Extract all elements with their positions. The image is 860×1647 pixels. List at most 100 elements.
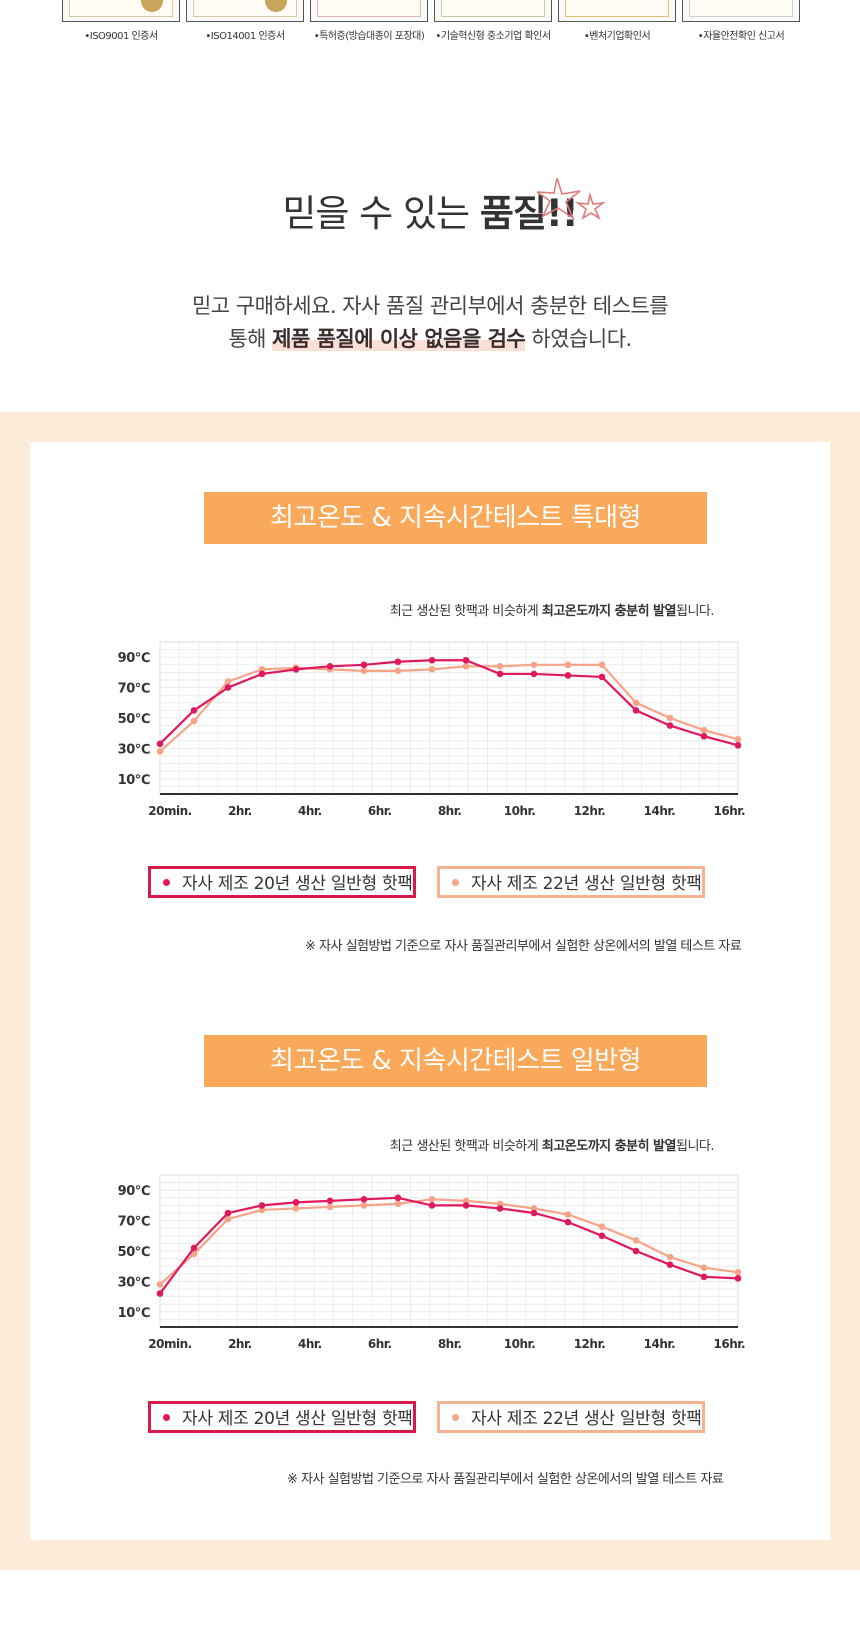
data-point	[394, 658, 402, 666]
data-point	[462, 663, 470, 670]
data-point	[734, 1275, 742, 1282]
y-tick-label: 50℃	[118, 712, 150, 727]
data-point	[360, 1196, 368, 1203]
y-tick-label: 30℃	[118, 742, 150, 757]
legend-dot-icon	[163, 878, 170, 886]
data-point	[700, 732, 708, 740]
quality-line-2-post: 하였습니다.	[525, 327, 632, 351]
data-point	[564, 661, 572, 669]
data-point	[258, 666, 266, 673]
y-tick-label: 90℃	[118, 651, 150, 666]
data-point	[190, 717, 198, 725]
data-point	[326, 1197, 334, 1205]
data-point	[292, 666, 300, 673]
data-point	[190, 707, 198, 714]
chart-2-legend-2020: 자사 제조 20년 생산 일반형 핫팩	[148, 1401, 416, 1433]
sparkle-stars-icon	[537, 178, 606, 221]
x-tick-label: 10hr.	[504, 804, 536, 818]
data-point	[598, 673, 606, 681]
y-tick-label: 70℃	[118, 682, 150, 697]
data-point	[292, 1199, 300, 1206]
x-tick-label: 6hr.	[368, 804, 392, 818]
quality-line-1: 믿고 구매하세요. 자사 품질 관리부에서 충분한 테스트를	[191, 294, 669, 318]
data-point	[156, 740, 164, 748]
data-point	[734, 742, 742, 749]
data-point	[326, 663, 334, 670]
data-point	[360, 1202, 368, 1209]
x-tick-label: 4hr.	[298, 804, 322, 818]
chart-1-footnote: ※ 자사 실험방법 기준으로 자사 품질관리부에서 실험한 상온에서의 발열 테…	[305, 939, 742, 954]
chart-2-title: 최고온도 & 지속시간테스트 일반형	[204, 1035, 707, 1087]
data-point	[326, 1203, 334, 1211]
chart-2-subtitle: 최근 생산된 핫팩과 비슷하게 최고온도까지 충분히 발열됩니다.	[390, 1135, 715, 1154]
chart-2-footnote: ※ 자사 실험방법 기준으로 자사 품질관리부에서 실험한 상온에서의 발열 테…	[287, 1472, 724, 1487]
data-point	[190, 1250, 198, 1258]
certificate-caption: •특허증(방습대종이 포장대)	[313, 31, 425, 42]
legend-dot-icon	[163, 1413, 170, 1421]
data-point	[156, 1281, 164, 1288]
x-tick-label: 8hr.	[438, 1337, 462, 1351]
x-tick-label: 4hr.	[298, 1337, 322, 1351]
data-point	[496, 663, 504, 670]
test-card: 최고온도 & 지속시간테스트 특대형 최근 생산된 핫팩과 비슷하게 최고온도까…	[30, 442, 830, 1540]
chart-2-legend-2022: 자사 제조 22년 생산 일반형 핫팩	[437, 1401, 705, 1433]
x-tick-label: 2hr.	[228, 804, 252, 818]
data-point	[666, 1253, 674, 1261]
chart-2-subtitle-post: 됩니다.	[675, 1139, 715, 1154]
x-tick-label: 20min.	[148, 1337, 191, 1351]
x-tick-label: 12hr.	[574, 1337, 606, 1351]
certificate-caption: •벤처기업확인서	[583, 31, 651, 42]
data-point	[734, 1268, 742, 1276]
x-tick-label: 2hr.	[228, 1337, 252, 1351]
series-line-2022	[159, 663, 739, 753]
data-point	[292, 1205, 300, 1212]
data-point	[530, 1209, 538, 1217]
chart-1-subtitle-bold: 최고온도까지 충분히 발열	[541, 604, 677, 619]
data-point	[530, 661, 538, 669]
data-point	[394, 1194, 402, 1202]
chart-1-subtitle: 최근 생산된 핫팩과 비슷하게 최고온도까지 충분히 발열됩니다.	[389, 600, 715, 619]
data-point	[598, 661, 606, 669]
data-point	[632, 1237, 640, 1244]
x-tick-label: 14hr.	[644, 804, 676, 818]
certificate-caption: •기술혁신형 중소기업 확인서	[435, 31, 551, 42]
legend-label: 자사 제조 20년 생산 일반형 핫팩	[182, 874, 413, 894]
quality-section: 믿을 수 있는 품질!!	[0, 190, 860, 238]
data-point	[496, 1200, 504, 1208]
x-tick-label: 8hr.	[438, 804, 462, 818]
chart-1-subtitle-post: 됩니다.	[675, 604, 715, 619]
certificate-iso14001: •ISO14001 인증서	[186, 0, 304, 42]
data-point	[258, 1202, 266, 1209]
x-tick-label: 12hr.	[574, 804, 606, 818]
legend-label: 자사 제조 20년 생산 일반형 핫팩	[182, 1409, 413, 1429]
series-line-2020	[159, 1196, 739, 1295]
certificate-caption: •ISO14001 인증서	[205, 31, 285, 42]
x-tick-label: 14hr.	[644, 1337, 676, 1351]
y-tick-label: 30℃	[118, 1275, 150, 1290]
chart-1-title: 최고온도 & 지속시간테스트 특대형	[204, 492, 707, 544]
quality-line-2: 통해 제품 품질에 이상 없음을 검수 하였습니다.	[0, 323, 860, 356]
data-point	[734, 735, 742, 743]
x-tick-label: 10hr.	[504, 1337, 536, 1351]
legend-label: 자사 제조 22년 생산 일반형 핫팩	[471, 874, 702, 894]
y-tick-label: 90℃	[118, 1184, 150, 1199]
certificate-iso9001: •ISO9001 인증서	[62, 0, 180, 42]
data-point	[530, 670, 538, 678]
chart-2-plot: 90℃ 70℃ 50℃ 30℃ 10℃ 20min. 2hr. 4hr. 6hr. 8hr. 10h…	[118, 1174, 746, 1351]
data-point	[530, 1205, 538, 1212]
certificate-strip: •ISO9001 인증서 •ISO14001 인증서 •특허증(방습대종이 포장…	[62, 0, 802, 46]
series-line-2020	[159, 659, 739, 747]
data-point	[700, 1264, 708, 1272]
data-point	[632, 699, 640, 707]
certificate-venture: •벤처기업확인서	[558, 0, 676, 42]
x-tick-label: 6hr.	[368, 1337, 392, 1351]
chart-1-subtitle-pre: 최근 생산된 핫팩과 비슷하게	[389, 604, 542, 619]
data-point	[428, 656, 436, 664]
quality-description: 믿고 구매하세요. 자사 품질 관리부에서 충분한 테스트를 통해 제품 품질에…	[0, 290, 860, 356]
data-point	[564, 672, 572, 679]
certificate-caption: •ISO9001 인증서	[84, 31, 158, 42]
certificate-patent: •특허증(방습대종이 포장대)	[310, 0, 428, 42]
data-point	[360, 661, 368, 669]
y-tick-label: 50℃	[118, 1245, 150, 1260]
data-point	[224, 678, 232, 685]
